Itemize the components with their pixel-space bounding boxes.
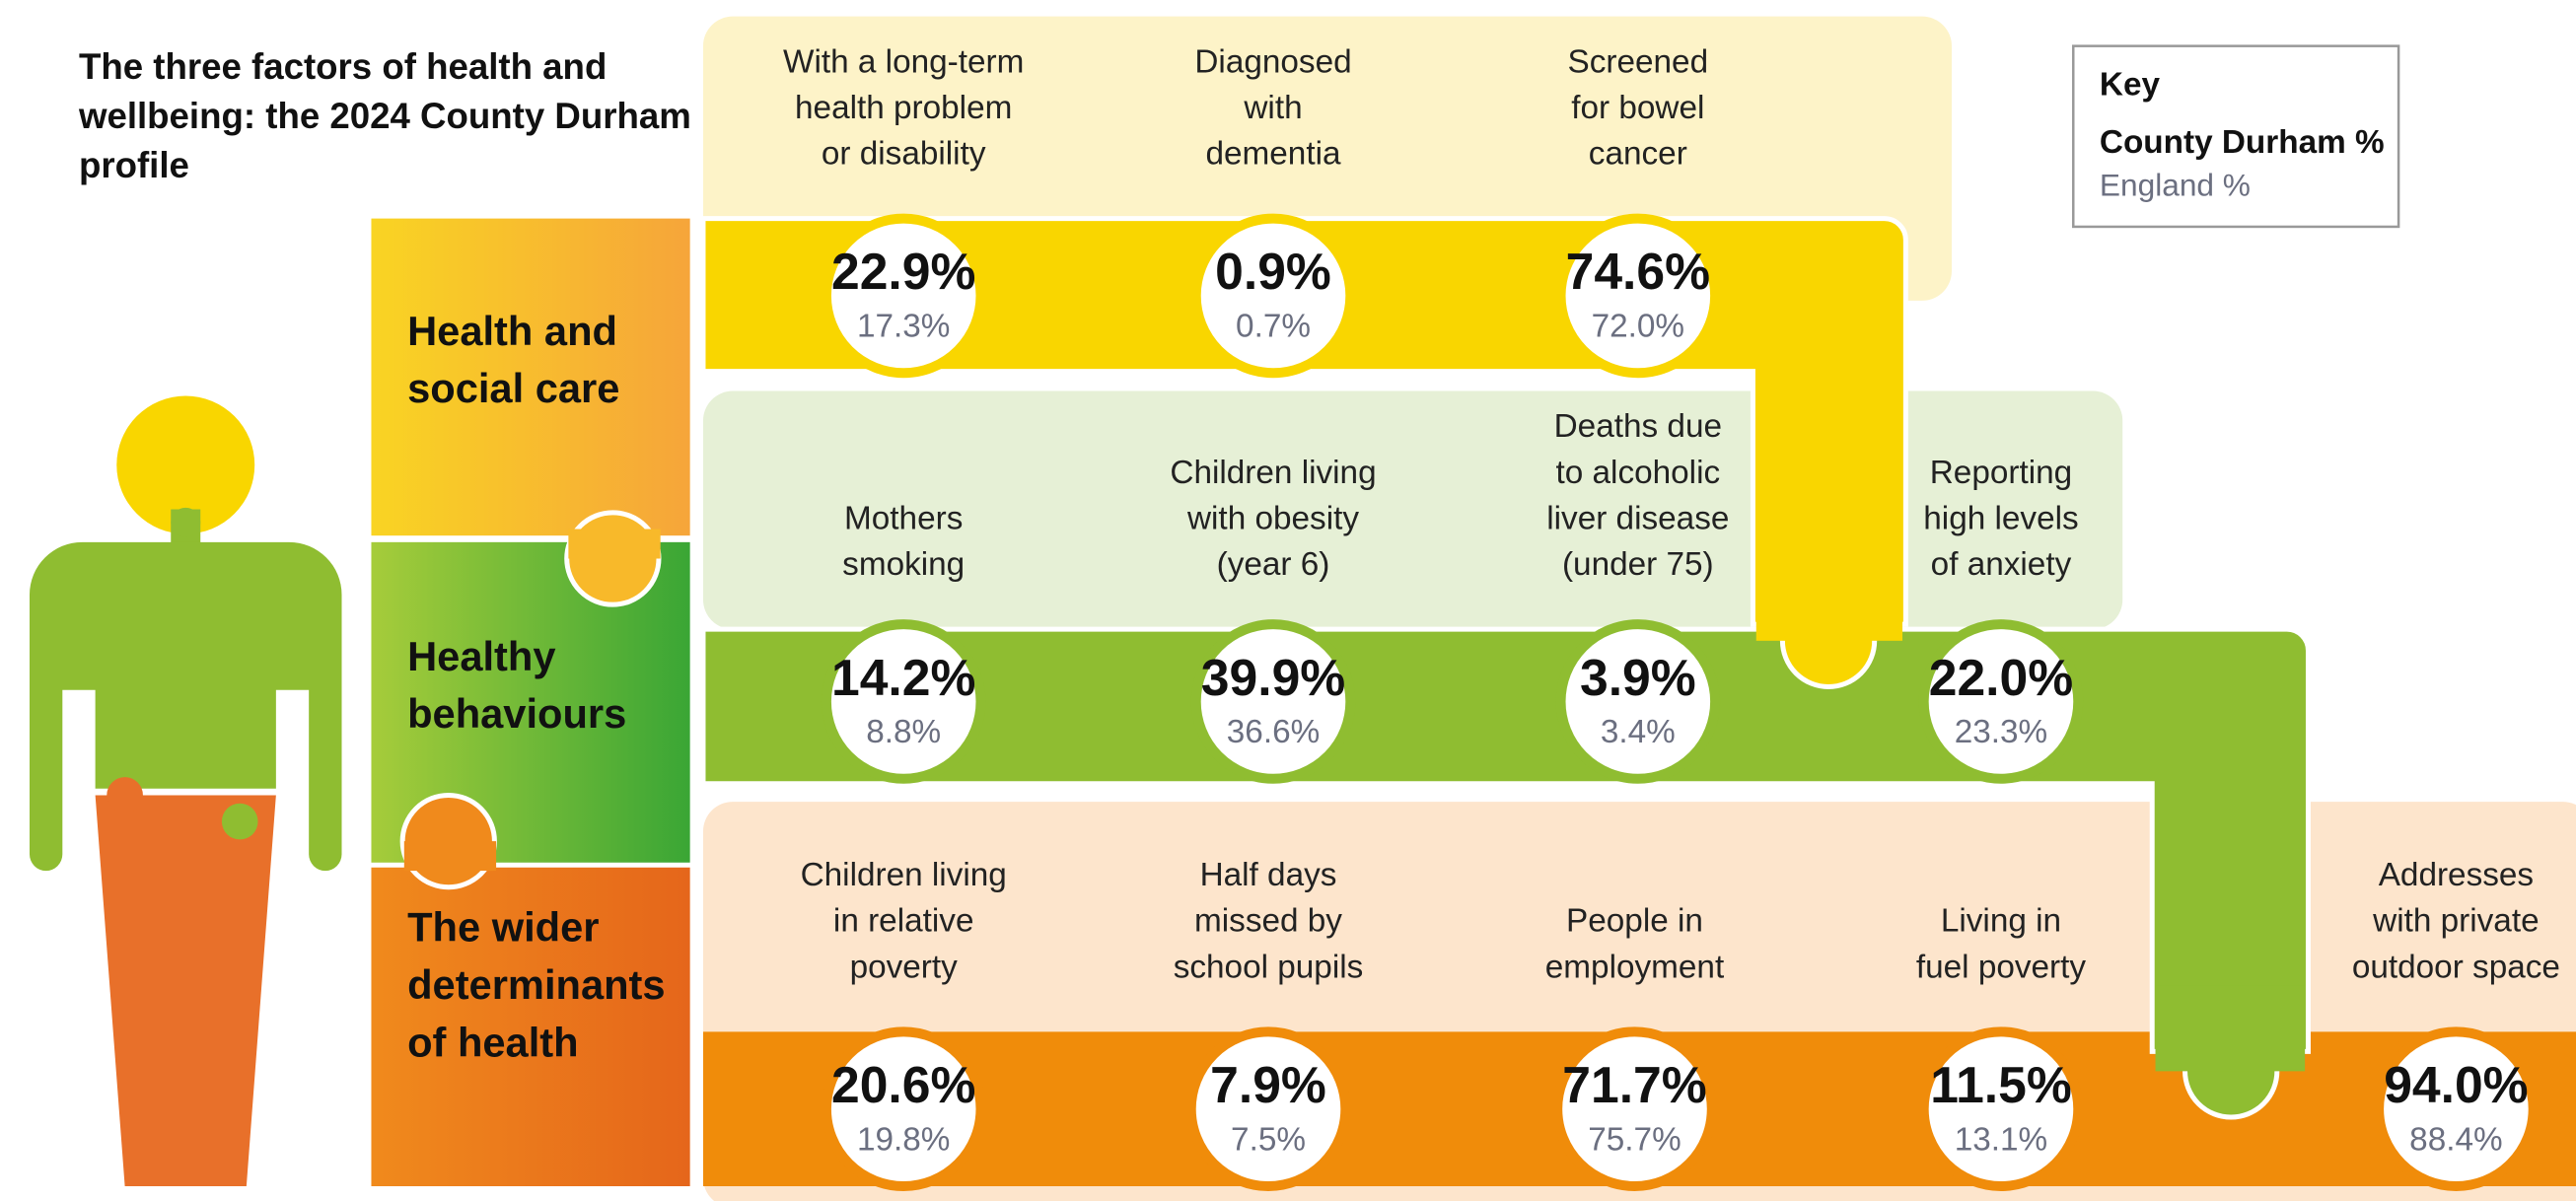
key-box <box>2072 44 2400 229</box>
person <box>29 395 342 1187</box>
value-circle <box>1552 1026 1717 1192</box>
block <box>371 867 690 1187</box>
title: profile <box>79 145 189 185</box>
item-label: poverty <box>850 949 959 985</box>
value-circle <box>821 619 986 784</box>
band <box>700 626 2311 1054</box>
value-circle <box>1918 619 2084 784</box>
value-circle <box>2374 1026 2539 1192</box>
item-label: of anxiety <box>1931 546 2072 583</box>
row-label: The wider <box>407 904 599 951</box>
county-value: 22.0% <box>1929 649 2073 706</box>
item-label: outdoor space <box>2352 949 2560 985</box>
value-circle <box>1190 619 1356 784</box>
item-label: With a long-term <box>783 43 1024 80</box>
item-label: school pupils <box>1174 949 1364 985</box>
row-label: behaviours <box>407 690 626 737</box>
item-label: Diagnosed <box>1194 43 1351 80</box>
item-label: with private <box>2372 903 2539 940</box>
item-label: with <box>1243 90 1302 126</box>
row-label: determinants <box>407 961 665 1008</box>
item-label: Children living <box>801 857 1007 893</box>
england-value: 13.1% <box>1955 1121 2047 1158</box>
value-circle <box>821 1026 986 1192</box>
item-label: smoking <box>842 546 965 583</box>
county-value: 11.5% <box>1930 1056 2072 1113</box>
england-value: 23.3% <box>1955 714 2047 750</box>
item-label: (year 6) <box>1217 546 1330 583</box>
item-label: Half days <box>1200 857 1337 893</box>
item-label: Reporting <box>1930 455 2072 491</box>
row-label: of health <box>407 1019 578 1065</box>
value-circle <box>1190 213 1356 379</box>
item-label: fuel poverty <box>1916 949 2087 985</box>
item-label: Addresses <box>2379 857 2534 893</box>
england-value: 75.7% <box>1588 1121 1681 1158</box>
row-label: Health and <box>407 308 617 354</box>
title: The three factors of health and <box>79 46 607 87</box>
value-circle <box>1555 619 1721 784</box>
key-england: England % <box>2100 167 2251 202</box>
england-value: 17.3% <box>857 309 950 345</box>
county-value: 7.9% <box>1210 1056 1326 1113</box>
county-value: 3.9% <box>1580 649 1696 706</box>
county-value: 71.7% <box>1562 1056 1706 1113</box>
knob <box>568 529 661 559</box>
item-label: Living in <box>1941 903 2061 940</box>
row-label: Healthy <box>407 633 555 679</box>
row-label: social care <box>407 365 619 411</box>
county-value: 94.0% <box>2384 1056 2528 1113</box>
item-label: high levels <box>1923 501 2078 537</box>
band <box>2155 985 2306 1072</box>
county-value: 74.6% <box>1566 243 1710 300</box>
item-label: dementia <box>1205 136 1340 173</box>
value-circle <box>821 213 986 379</box>
england-value: 36.6% <box>1227 714 1320 750</box>
county-value: 22.9% <box>831 243 975 300</box>
county-value: 39.9% <box>1201 649 1345 706</box>
key-title: Key <box>2100 67 2161 104</box>
item-label: with obesity <box>1186 501 1359 537</box>
england-value: 19.8% <box>857 1121 950 1158</box>
item-label: liver disease <box>1546 501 1729 537</box>
band <box>1755 575 1903 641</box>
item-label: cancer <box>1589 136 1687 173</box>
item-label: health problem <box>795 90 1012 126</box>
item-label: missed by <box>1194 903 1342 940</box>
england-value: 88.4% <box>2409 1121 2502 1158</box>
value-circle <box>1918 1026 2084 1192</box>
item-label: to alcoholic <box>1555 455 1720 491</box>
item-label: Mothers <box>844 501 963 537</box>
county-value: 20.6% <box>831 1056 975 1113</box>
england-value: 0.7% <box>1236 309 1311 345</box>
england-value: 7.5% <box>1231 1121 1306 1158</box>
county-value: 0.9% <box>1215 243 1331 300</box>
block <box>371 218 690 536</box>
item-label: for bowel <box>1571 90 1704 126</box>
title: wellbeing: the 2024 County Durham <box>78 96 691 136</box>
knob <box>403 841 497 872</box>
value-circle <box>1185 1026 1351 1192</box>
england-value: 72.0% <box>1592 309 1684 345</box>
item-label: Screened <box>1568 43 1709 80</box>
value-circle <box>1555 213 1721 379</box>
england-value: 8.8% <box>866 714 941 750</box>
item-label: or disability <box>822 136 986 173</box>
item-label: People in <box>1566 903 1703 940</box>
key-county: County Durham % <box>2100 124 2385 161</box>
item-label: Deaths due <box>1554 408 1722 445</box>
item-label: in relative <box>833 903 974 940</box>
item-label: employment <box>1545 949 1725 985</box>
item-label: Children living <box>1170 455 1376 491</box>
item-label: (under 75) <box>1562 546 1714 583</box>
county-value: 14.2% <box>831 649 975 706</box>
england-value: 3.4% <box>1601 714 1676 750</box>
